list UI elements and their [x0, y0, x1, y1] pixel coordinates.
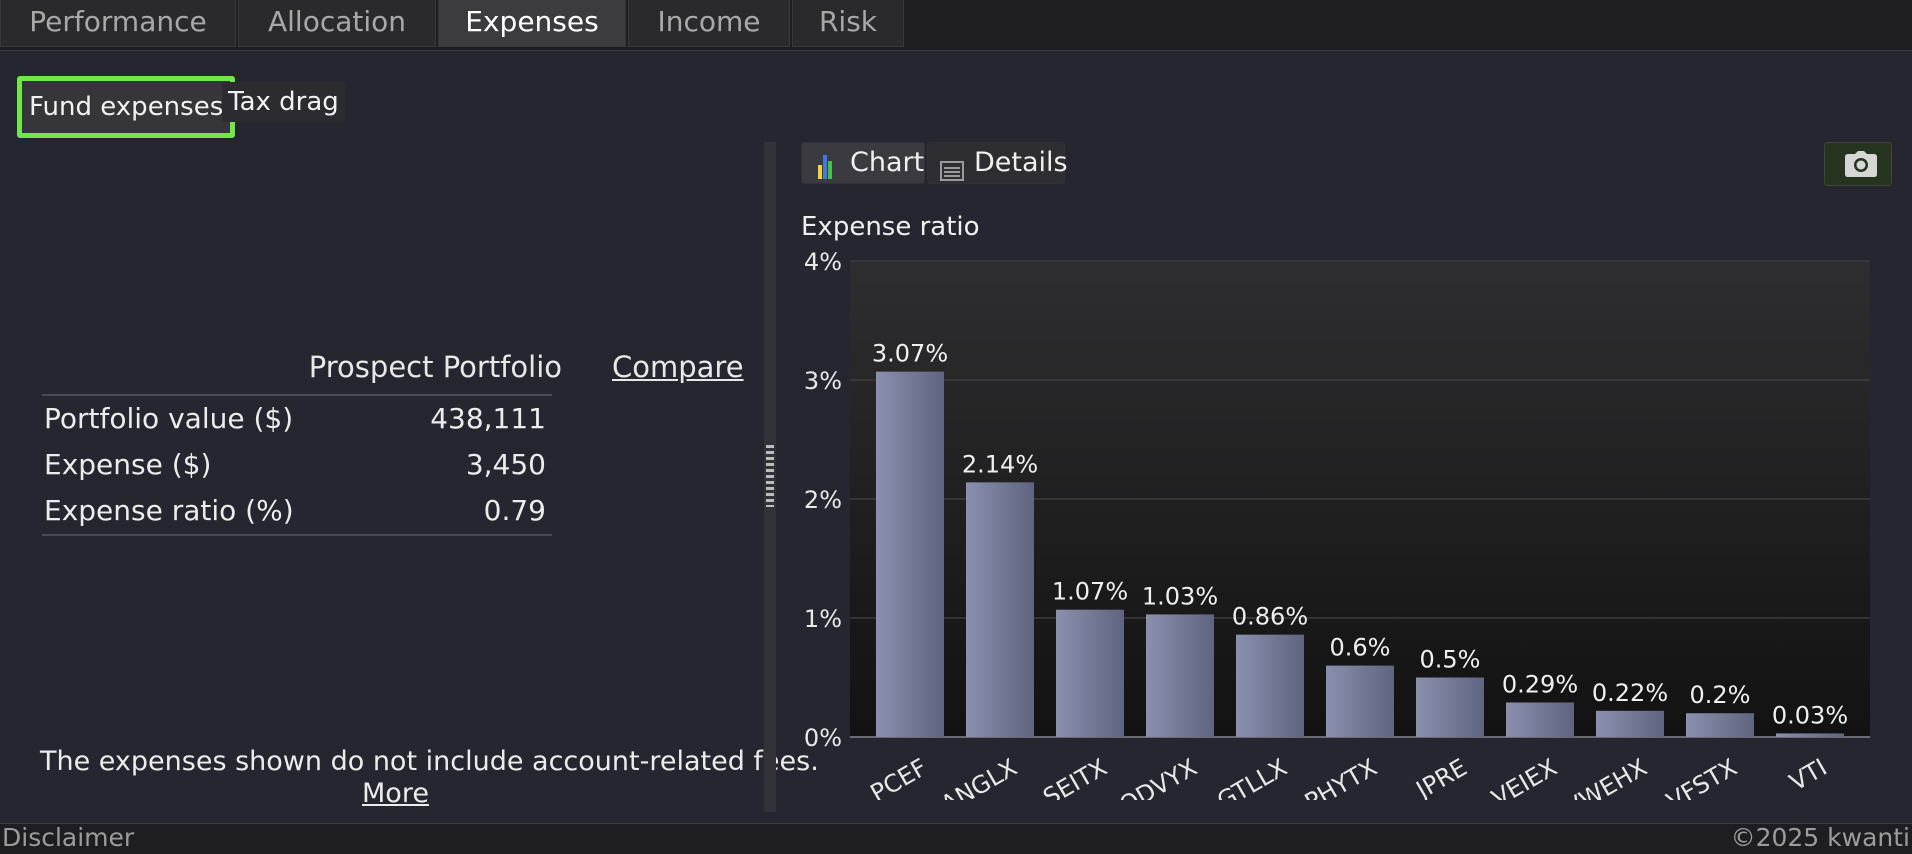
compare-link[interactable]: Compare	[612, 350, 744, 384]
row-value: 438,111	[430, 402, 546, 435]
bar[interactable]	[876, 371, 944, 737]
row-value: 3,450	[465, 448, 546, 481]
bar-chart-icon	[818, 151, 832, 191]
y-tick-label: 1%	[804, 605, 842, 633]
details-view-button[interactable]: Details	[927, 142, 1068, 184]
tab-income[interactable]: Income	[628, 0, 790, 47]
x-tick-label: JPRE	[1410, 753, 1472, 800]
bar[interactable]	[1506, 702, 1574, 737]
y-tick-label: 4%	[804, 248, 842, 276]
disclaimer-link[interactable]: Disclaimer	[2, 823, 135, 852]
x-tick-label: PHYTX	[1300, 753, 1382, 800]
copyright-text: ©2025 kwanti	[1730, 823, 1910, 852]
data-label: 2.14%	[962, 450, 1038, 478]
table-row: Expense ratio (%) 0.79	[42, 488, 552, 534]
y-tick-label: 0%	[804, 724, 842, 752]
chart-view-button[interactable]: Chart	[801, 142, 925, 184]
x-tick-label: VWEHX	[1560, 753, 1652, 800]
table-row: Expense ($) 3,450	[42, 442, 552, 488]
bar[interactable]	[1326, 665, 1394, 737]
x-tick-label: GTLLX	[1212, 753, 1291, 800]
list-icon	[940, 153, 964, 193]
subtab-tax-drag[interactable]: Tax drag	[222, 82, 345, 122]
data-label: 0.03%	[1772, 701, 1848, 729]
bar[interactable]	[966, 482, 1034, 737]
chart-view-label: Chart	[850, 147, 925, 178]
fees-note: The expenses shown do not include accoun…	[40, 746, 819, 777]
table-row: Portfolio value ($) 438,111	[42, 396, 552, 442]
y-tick-label: 2%	[804, 486, 842, 514]
expense-ratio-chart: 3.07% 2.14% 1.07% 1.03% 0.86% 0.6% 0.5% 0.29% 0.…	[804, 248, 1870, 800]
bar[interactable]	[1146, 614, 1214, 737]
more-link[interactable]: More	[362, 778, 429, 809]
x-tick-label: PCEF	[866, 753, 932, 800]
export-image-button[interactable]	[1824, 142, 1892, 186]
x-tick-label: SEITX	[1038, 753, 1111, 800]
splitter-grip-handle[interactable]	[766, 445, 774, 507]
footer: Disclaimer ©2025 kwanti	[0, 822, 1912, 852]
bar[interactable]	[1596, 710, 1664, 737]
x-tick-label: VTI	[1785, 753, 1832, 796]
data-label: 0.6%	[1330, 634, 1391, 662]
subtab-fund-expenses[interactable]: Fund expenses	[17, 76, 236, 138]
row-label: Portfolio value ($)	[44, 402, 294, 435]
data-label: 0.29%	[1502, 670, 1578, 698]
row-value: 0.79	[483, 494, 546, 527]
portfolio-column-header: Prospect Portfolio	[308, 350, 562, 384]
y-tick-label: 3%	[804, 367, 842, 395]
bar[interactable]	[1236, 634, 1304, 737]
data-label: 0.5%	[1420, 646, 1481, 674]
row-label: Expense ($)	[44, 448, 212, 481]
data-label: 0.2%	[1690, 681, 1751, 709]
summary-table: Portfolio value ($) 438,111 Expense ($) …	[42, 394, 552, 536]
x-tick-label: VEIEX	[1487, 753, 1562, 800]
camera-icon	[1845, 151, 1877, 181]
top-tab-bar: Performance Allocation Expenses Income R…	[0, 0, 1912, 50]
data-label: 1.03%	[1142, 582, 1218, 610]
chart-title: Expense ratio	[801, 212, 980, 242]
data-label: 3.07%	[872, 340, 948, 368]
bar[interactable]	[1686, 713, 1754, 737]
x-tick-label: VFSTX	[1662, 753, 1742, 800]
bar[interactable]	[1416, 677, 1484, 738]
x-tick-label: ANGLX	[936, 753, 1022, 800]
bar[interactable]	[1056, 609, 1124, 737]
bar[interactable]	[1776, 733, 1844, 737]
details-view-label: Details	[974, 147, 1068, 178]
tab-risk[interactable]: Risk	[792, 0, 904, 47]
tab-expenses[interactable]: Expenses	[438, 0, 626, 47]
data-label: 0.86%	[1232, 603, 1308, 631]
row-label: Expense ratio (%)	[44, 494, 294, 527]
tab-performance[interactable]: Performance	[0, 0, 236, 47]
data-label: 1.07%	[1052, 578, 1128, 606]
x-tick-label: ODVYX	[1115, 753, 1202, 800]
tab-allocation[interactable]: Allocation	[238, 0, 436, 47]
data-label: 0.22%	[1592, 679, 1668, 707]
